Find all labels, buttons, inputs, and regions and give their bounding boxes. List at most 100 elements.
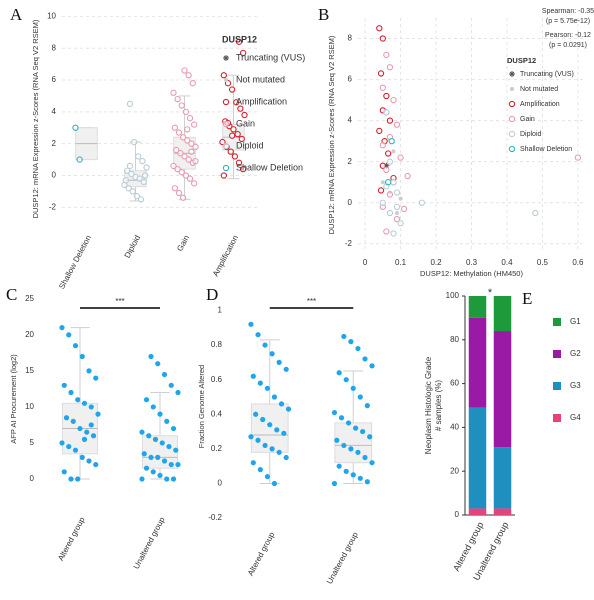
point (93, 375, 99, 381)
point (269, 351, 275, 357)
marker (376, 25, 383, 32)
marker (129, 188, 136, 195)
marker (386, 209, 394, 217)
point (271, 394, 278, 400)
marker (170, 162, 177, 170)
x-tick-label: 0.5 (537, 258, 549, 267)
x-tick-label: Shallow Deletion (57, 234, 93, 291)
legend-label: G3 (570, 381, 581, 390)
point (257, 467, 263, 473)
marker (143, 164, 150, 171)
y-tick-label: 0 (30, 474, 35, 483)
point (66, 443, 72, 450)
point (61, 382, 67, 388)
marker (184, 126, 191, 133)
point (77, 425, 83, 432)
point (283, 454, 289, 461)
marker (124, 167, 131, 174)
y-axis-label: Neoplasm Histologic Grade (424, 356, 433, 454)
point (264, 473, 271, 480)
x-tick-label: Unaltered group (325, 530, 360, 585)
legend-label: G2 (570, 349, 581, 358)
x-axis-label: DUSP12: Methylation (HM450) (420, 269, 523, 278)
marker (384, 179, 392, 186)
legend-label: Diploid (236, 140, 264, 150)
marker (239, 49, 247, 57)
marker (397, 154, 404, 161)
y-tick-label: 0.8 (211, 340, 223, 349)
point (334, 437, 340, 443)
y-tick-label: 100 (446, 291, 460, 300)
annotation: Pearson: -0.12 (545, 32, 591, 39)
marker (230, 126, 237, 133)
point (283, 366, 289, 372)
y-tick-label: 2 (348, 157, 353, 166)
marker (574, 154, 582, 161)
marker (188, 148, 195, 155)
point (271, 480, 278, 487)
y-tick-label: 20 (450, 466, 459, 475)
marker (390, 230, 397, 237)
y-axis-label: DUSP12: mRNA Expression z-Scores (RNA Se… (31, 19, 40, 218)
marker (386, 191, 394, 198)
marker (386, 158, 394, 165)
point (257, 380, 263, 386)
significance: * (488, 287, 493, 299)
marker (532, 209, 539, 217)
point (148, 353, 154, 360)
point (357, 475, 363, 481)
legend-label: G1 (570, 317, 581, 326)
point (155, 454, 161, 460)
point (364, 403, 370, 409)
x-tick-label: 0.1 (395, 258, 407, 267)
marker (179, 194, 187, 201)
bar-segment (493, 508, 512, 515)
point (86, 458, 92, 464)
y-tick-label: 80 (450, 335, 459, 344)
marker (393, 216, 401, 223)
y-axis-label: AFP AI Procurement (log2) (9, 354, 18, 444)
point (155, 361, 161, 367)
marker (139, 158, 146, 165)
marker (222, 142, 230, 150)
point (72, 447, 79, 453)
point (350, 472, 356, 478)
marker (224, 78, 228, 82)
marker (170, 89, 177, 96)
box (250, 403, 289, 453)
point (59, 325, 65, 331)
marker (379, 162, 386, 169)
legend-swatch (553, 414, 561, 422)
marker (185, 156, 192, 163)
marker (227, 148, 234, 155)
point (164, 476, 170, 482)
legend-label: Truncating (VUS) (236, 52, 305, 62)
y-tick-label: 0 (455, 510, 460, 519)
bar-segment (493, 447, 512, 509)
point (139, 429, 145, 435)
marker (173, 146, 180, 154)
marker (192, 158, 199, 165)
marker (76, 156, 83, 163)
point (161, 371, 168, 378)
y-tick-label: 10 (25, 402, 34, 411)
point (143, 465, 150, 471)
point (161, 458, 168, 464)
marker (390, 96, 397, 104)
marker (383, 166, 390, 174)
marker (377, 187, 385, 194)
marker (508, 130, 516, 138)
point (170, 425, 177, 432)
point (248, 434, 254, 440)
point (357, 394, 363, 400)
point (150, 404, 156, 410)
marker (383, 109, 390, 116)
marker (126, 100, 134, 108)
point (143, 397, 150, 403)
point (250, 373, 256, 379)
x-tick-label: Diploid (123, 234, 142, 260)
marker (388, 138, 395, 145)
point (369, 460, 375, 466)
point (88, 404, 94, 410)
x-tick-label: Unaltered group (132, 515, 167, 570)
